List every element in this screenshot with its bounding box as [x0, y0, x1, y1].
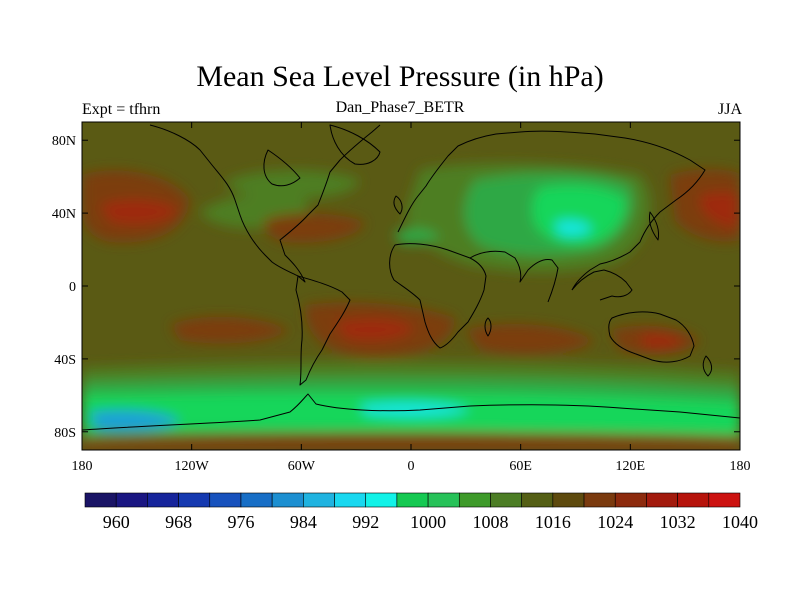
colorbar-swatch	[458, 492, 491, 508]
contour-1024-south-pacific	[170, 316, 290, 344]
colorbar-swatch	[552, 492, 585, 508]
contour-1008-mediterranean	[395, 228, 440, 244]
colorbar-label: 992	[352, 512, 379, 532]
plot-title: Mean Sea Level Pressure (in hPa)	[196, 60, 604, 93]
coastline-antarctica	[82, 393, 740, 431]
contour-1032-north-pacific-east	[700, 191, 740, 228]
lat-tick-label: 40S	[54, 353, 76, 368]
lat-tick-label: 0	[69, 280, 76, 295]
colorbar-swatch	[303, 492, 335, 508]
contour-1032-north-pacific	[100, 199, 178, 225]
colorbar-swatch	[396, 492, 429, 508]
colorbar-swatch	[646, 492, 678, 508]
lon-tick-label: 180	[730, 459, 751, 474]
colorbar-label: 1024	[597, 512, 633, 532]
contour-1000-asia	[532, 185, 626, 246]
coastlines	[82, 124, 740, 431]
contour-1024-indian-ocean	[465, 324, 595, 355]
coastline-australia	[608, 311, 695, 363]
colorbar-swatch	[708, 492, 741, 508]
lat-tick-label: 80N	[52, 134, 76, 149]
colorbar-label: 976	[227, 512, 254, 532]
coastline-africa	[389, 243, 487, 349]
colorbar-swatch	[209, 492, 242, 508]
coastline-north-america	[149, 124, 381, 283]
colorbar-swatch	[271, 492, 304, 508]
colorbar-swatch	[240, 492, 273, 508]
colorbar-label: 984	[290, 512, 317, 532]
colorbar-swatch	[521, 492, 554, 508]
lon-tick-label: 60W	[288, 459, 316, 474]
coastline-south-america	[295, 275, 351, 386]
colorbar-swatch	[178, 492, 211, 508]
colorbar-swatch	[614, 492, 647, 508]
lon-tick-label: 120W	[175, 459, 210, 474]
lon-tick-label: 0	[408, 459, 415, 474]
colorbar-swatch	[427, 492, 460, 508]
contour-992-asia	[555, 220, 592, 236]
colorbar-swatch	[583, 492, 616, 508]
colorbar-label: 1032	[660, 512, 696, 532]
longitude-ticks: 180 120W 60W 0 60E 120E 180	[72, 122, 751, 474]
subtitle-label: Dan_Phase7_BETR	[335, 99, 465, 116]
colorbar-label: 960	[103, 512, 130, 532]
coastline-hudson-bay	[263, 149, 301, 187]
season-label: JJA	[717, 101, 742, 118]
coastline-arabia-india	[469, 250, 559, 303]
colorbar-swatch	[365, 492, 398, 508]
colorbar-label: 1040	[722, 512, 758, 532]
colorbar-swatch	[115, 492, 148, 508]
coastline-madagascar	[484, 317, 492, 337]
contour-1024-azores-high	[264, 213, 365, 243]
lon-tick-label: 180	[72, 459, 93, 474]
colorbar-swatch	[147, 492, 179, 508]
lon-tick-label: 60E	[509, 459, 532, 474]
experiment-label: Expt = tfhrn	[82, 101, 161, 118]
colorbar-swatch	[677, 492, 710, 508]
contour-992-atlantic-low	[360, 402, 470, 417]
contour-1016-north-america	[225, 170, 360, 199]
colorbar-swatch	[84, 492, 117, 508]
contour-1032-australia	[640, 333, 684, 349]
contour-992-pacific-low	[90, 410, 180, 430]
colorbar-swatch	[490, 492, 522, 508]
coastline-new-zealand	[702, 355, 713, 377]
colorbar: 960 968 976 984 992 1000 1008 1016 1024 1032 1040	[84, 492, 758, 532]
colorbar-label: 1000	[410, 512, 446, 532]
coastline-southeast-asia	[571, 269, 633, 301]
lat-tick-label: 80S	[54, 426, 76, 441]
colorbar-label: 1008	[472, 512, 508, 532]
colorbar-label: 968	[165, 512, 192, 532]
colorbar-swatch	[334, 492, 367, 508]
contour-1024-antarctica	[82, 432, 740, 450]
pressure-field	[82, 122, 740, 450]
lon-tick-label: 120E	[616, 459, 646, 474]
coastline-japan	[649, 211, 659, 241]
coastline-europe	[397, 130, 706, 291]
latitude-ticks: 80N 40N 0 40S 80S	[52, 134, 740, 441]
coastline-uk	[393, 195, 403, 215]
lat-tick-label: 40N	[52, 207, 76, 222]
coastline-greenland	[329, 124, 381, 165]
contour-1032-south-atlantic	[335, 318, 415, 341]
colorbar-label: 1016	[535, 512, 571, 532]
